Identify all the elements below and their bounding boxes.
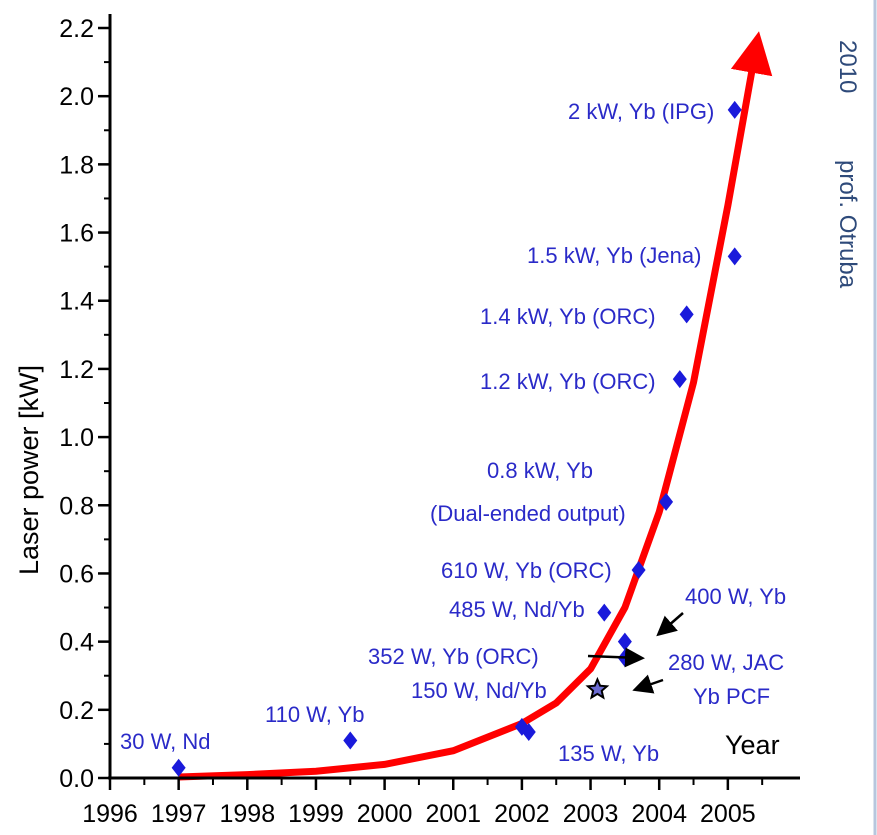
x-tick-label: 2003 <box>563 800 619 828</box>
y-tick-label: 1.0 <box>59 424 94 452</box>
data-point-diamond <box>343 731 358 750</box>
data-point-diamond <box>631 561 646 580</box>
data-point-diamond <box>659 492 674 511</box>
x-tick-label: 1999 <box>288 800 344 828</box>
y-tick-label: 0.6 <box>59 560 94 588</box>
data-point-diamond <box>679 305 694 324</box>
y-tick-label: 1.6 <box>59 220 94 248</box>
y-tick-label: 1.2 <box>59 356 94 384</box>
y-tick-label: 0.0 <box>59 765 94 793</box>
label-280w-line2: Yb PCF <box>693 684 770 709</box>
label-110w: 110 W, Yb <box>265 702 364 727</box>
data-point-diamond <box>727 100 742 119</box>
label-12kw: 1.2 kW, Yb (ORC) <box>480 369 656 394</box>
side-year: 2010 <box>834 40 861 93</box>
data-point-diamond <box>617 632 632 651</box>
x-tick-label: 2004 <box>631 800 687 828</box>
y-axis-title: Laser power [kW] <box>14 365 44 575</box>
y-axis-ticks: 0.0 0.2 0.4 0.6 0.8 1.0 1.2 1.4 1.6 1.8 2.0 2.2 <box>59 15 110 793</box>
x-axis-title: Year <box>725 730 780 760</box>
label-150w: 150 W, Nd/Yb <box>411 678 547 703</box>
label-610w: 610 W, Yb (ORC) <box>441 558 612 583</box>
data-point-diamond <box>727 247 742 266</box>
arrow-280w <box>632 674 664 694</box>
label-400w: 400 W, Yb <box>685 584 786 609</box>
y-tick-label: 2.0 <box>59 83 94 111</box>
x-tick-label: 2005 <box>700 800 756 828</box>
x-tick-label: 1996 <box>82 800 138 828</box>
label-280w-line1: 280 W, JAC <box>668 650 784 675</box>
label-08kw-line1: 0.8 kW, Yb <box>487 458 593 483</box>
y-tick-label: 0.2 <box>59 697 94 725</box>
data-point-diamond <box>672 370 687 389</box>
x-tick-label: 2002 <box>494 800 550 828</box>
label-135w: 135 W, Yb <box>558 741 659 766</box>
trend-curve <box>178 31 773 781</box>
label-2kw: 2 kW, Yb (IPG) <box>568 99 714 124</box>
label-15kw: 1.5 kW, Yb (Jena) <box>527 243 701 268</box>
point-labels: 30 W, Nd 110 W, Yb 150 W, Nd/Yb 135 W, Y… <box>120 99 786 766</box>
label-352w: 352 W, Yb (ORC) <box>368 644 539 669</box>
x-tick-label: 2001 <box>425 800 481 828</box>
y-tick-label: 1.8 <box>59 151 94 179</box>
label-14kw: 1.4 kW, Yb (ORC) <box>480 304 656 329</box>
y-tick-label: 2.2 <box>59 15 94 43</box>
data-point-star <box>585 676 610 700</box>
data-point-diamond <box>521 722 536 741</box>
x-axis-ticks: 1996 1997 1998 1999 2000 2001 2002 2003 2004 2005 <box>82 778 764 828</box>
side-author: prof. Otruba <box>834 160 861 289</box>
label-08kw-line2: (Dual-ended output) <box>430 501 626 526</box>
y-tick-label: 0.8 <box>59 492 94 520</box>
y-tick-label: 1.4 <box>59 288 94 316</box>
arrow-400w <box>656 612 684 637</box>
label-485w: 485 W, Nd/Yb <box>449 597 585 622</box>
y-tick-label: 0.4 <box>59 629 94 657</box>
x-tick-label: 2000 <box>357 800 413 828</box>
x-tick-label: 1997 <box>151 800 207 828</box>
x-tick-label: 1998 <box>219 800 275 828</box>
arrow-352w <box>587 647 645 668</box>
data-points <box>171 100 742 777</box>
data-point-diamond <box>171 758 186 777</box>
data-point-diamond <box>597 603 612 622</box>
label-30w: 30 W, Nd <box>120 729 210 754</box>
